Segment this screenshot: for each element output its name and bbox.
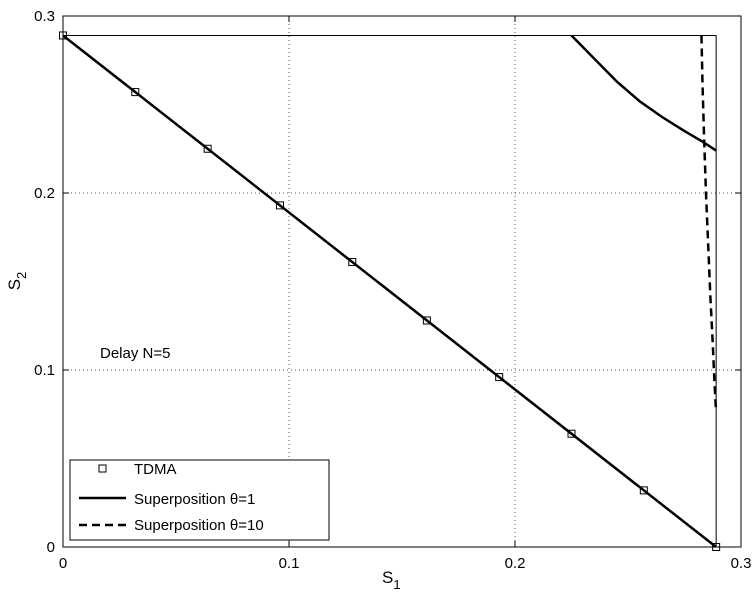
y-axis-label-subscript: 2 [14, 272, 29, 279]
x-tick-label: 0.3 [731, 555, 752, 572]
svg-text:S1: S1 [382, 568, 401, 592]
legend-label-superposition-10: Superposition θ=10 [134, 517, 264, 534]
x-axis-label-subscript: 1 [393, 577, 400, 592]
annotation-text: Delay N=5 [100, 345, 170, 362]
x-axis-label-main: S [382, 568, 393, 587]
y-axis-label-main: S [5, 279, 24, 290]
legend: TDMA Superposition θ=1 Superposition θ=1… [70, 460, 329, 540]
y-tick-label: 0 [47, 539, 55, 556]
y-tick-label: 0.2 [34, 185, 55, 202]
legend-label-tdma: TDMA [134, 461, 177, 478]
y-axis-label: S2 [5, 272, 29, 291]
x-axis-label: S1 [382, 568, 401, 592]
svg-text:S2: S2 [5, 272, 29, 291]
y-tick-label: 0.1 [34, 362, 55, 379]
y-tick-label: 0.3 [34, 8, 55, 25]
legend-label-superposition-1: Superposition θ=1 [134, 491, 255, 508]
x-tick-label: 0 [59, 555, 67, 572]
x-tick-label: 0.2 [505, 555, 526, 572]
x-tick-label: 0.1 [279, 555, 300, 572]
legend-marker-square [99, 465, 106, 472]
